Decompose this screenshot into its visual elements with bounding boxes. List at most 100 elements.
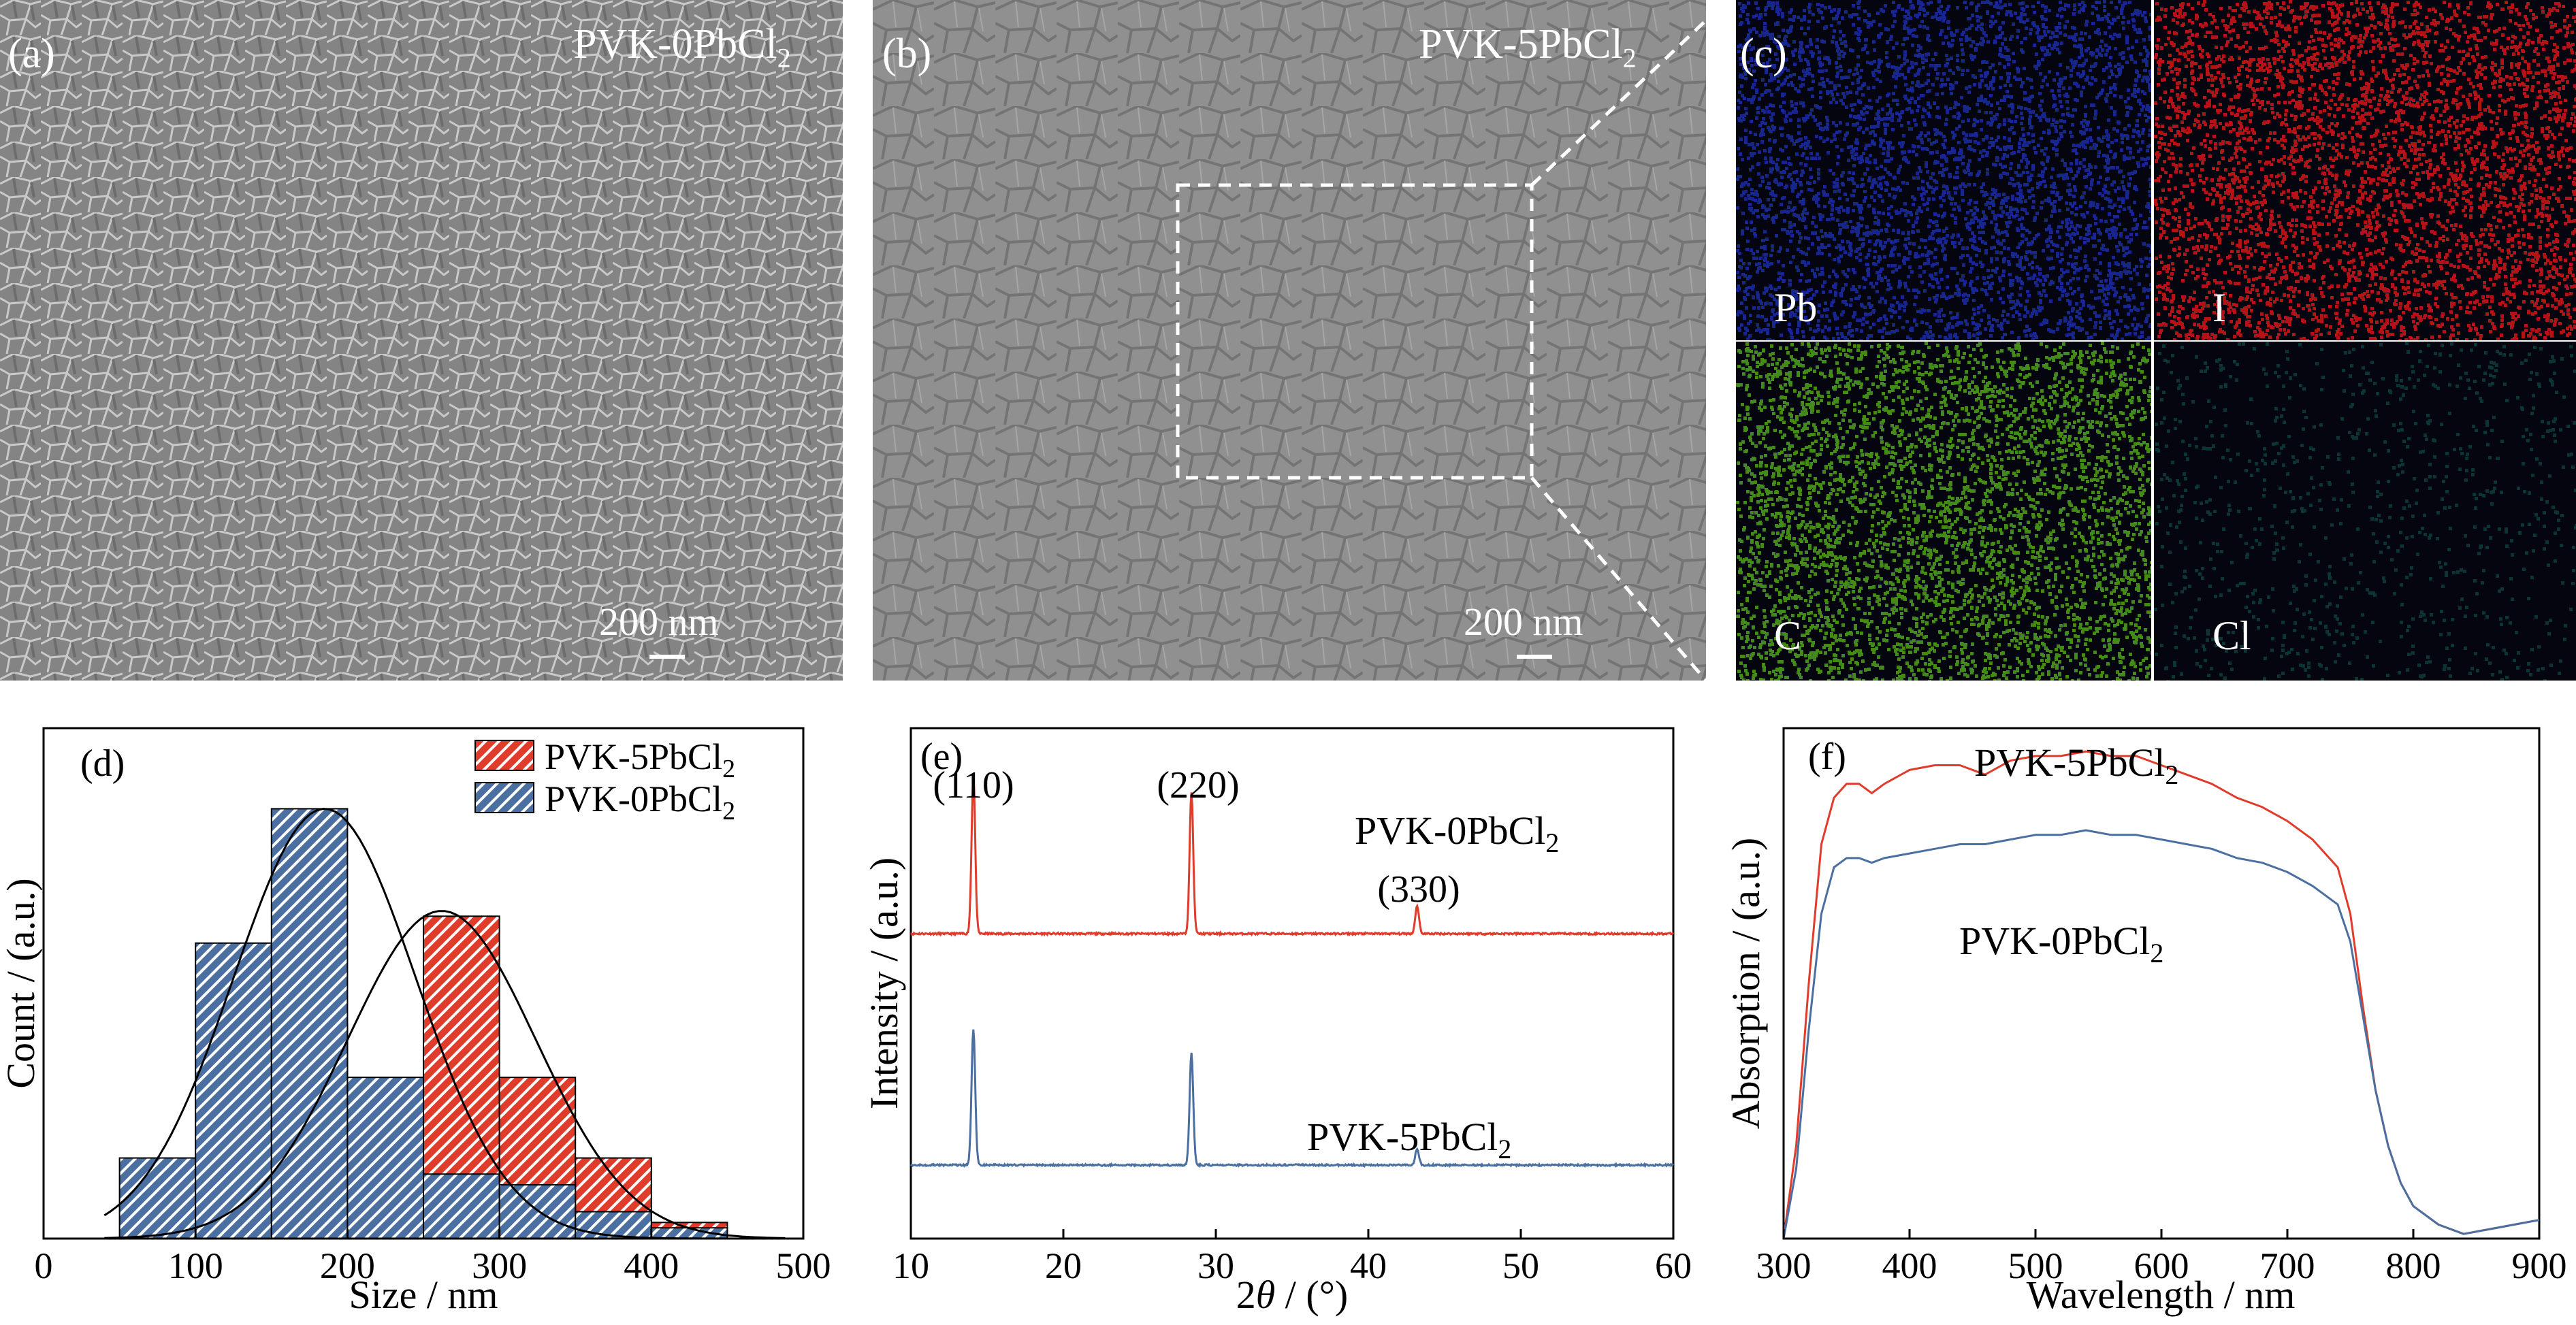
legend-text-blue: PVK-0PbCl: [545, 779, 722, 819]
eds-dots-i: [2154, 0, 2576, 340]
eds-label-c: C: [1774, 613, 1802, 658]
sem-title-a-sub: 2: [777, 42, 791, 73]
x-tick-label: 400: [1882, 1245, 1937, 1286]
eds-map-cl: [2154, 342, 2576, 681]
sem-texture: [0, 0, 843, 681]
x-tick-label: 900: [2512, 1245, 2567, 1286]
sem-title-b-sub: 2: [1622, 42, 1637, 73]
absorption-line-pvk-5pbcl2: [1782, 750, 2540, 1239]
panel-label-f: (f): [1808, 736, 1846, 778]
sem-title-b: PVK-5PbCl2: [1419, 20, 1637, 73]
x-axis-label: 2θ / (°): [1236, 1273, 1348, 1317]
y-axis-label: Absorption / (a.u.): [1724, 838, 1768, 1130]
series-label-f-top-text: PVK-5PbCl: [1974, 740, 2165, 785]
panel-label-e: (e): [920, 736, 963, 778]
legend-text-red: PVK-5PbCl: [545, 736, 722, 777]
legend-label-pvk-5pbcl2: PVK-5PbCl2: [545, 736, 735, 783]
absorption-line-pvk-0pbcl2: [1782, 829, 2540, 1239]
x-tick-label: 600: [2134, 1245, 2189, 1286]
x-tick-label: 20: [1045, 1245, 1082, 1286]
y-axis-label: Intensity / (a.u.): [862, 857, 906, 1109]
peak-label-110: (110): [933, 764, 1014, 806]
sem-title-b-text: PVK-5PbCl: [1419, 21, 1623, 67]
x-tick-label: 0: [35, 1245, 53, 1286]
x-axis-label: Size / nm: [349, 1273, 498, 1317]
scale-bar-a: [649, 655, 685, 659]
series-label-pvk-5pbcl2: PVK-5PbCl2: [1974, 740, 2178, 790]
bar-pvk-0pbcl2-325: [498, 1184, 577, 1239]
plot-frame: [1782, 727, 2541, 1240]
x-tick-label: 50: [1502, 1245, 1539, 1286]
eds-map-c: [1736, 342, 2151, 681]
gaussian-fit-pvk-5pbcl2: [104, 910, 786, 1239]
x-tick-label: 200: [320, 1245, 375, 1286]
series-label-pvk-0pbcl2: PVK-0PbCl2: [1959, 919, 2163, 968]
legend-label-pvk-0pbcl2: PVK-0PbCl2: [545, 779, 735, 825]
x-axis-label: Wavelength / nm: [2027, 1273, 2296, 1317]
sem-title-a: PVK-0PbCl2: [573, 20, 791, 73]
panel-label-a: (a): [8, 31, 55, 77]
x-tick-label: 800: [2386, 1245, 2441, 1286]
size-histogram: 0 100 200 300 400 500 (d) Size / nm Count / (…: [0, 727, 831, 1317]
x-tick-label: 300: [472, 1245, 527, 1286]
xrd-line-pvk-5pbcl2: [909, 1029, 1675, 1168]
legend: PVK-5PbCl2 PVK-0PbCl2: [474, 736, 735, 825]
x-tick-label: 30: [1197, 1245, 1234, 1286]
absorption-spectrum-chart: 300 400 500 600 700 800 900 (f) PVK-5PbCl2 PVK…: [1724, 727, 2567, 1317]
eds-label-pb: Pb: [1774, 285, 1818, 330]
xrd-pattern-chart: 10 20 30 40 50 60 (e) (110) (220) (330) PVK-0…: [862, 727, 1692, 1317]
panel-label-b: (b): [882, 31, 932, 77]
sem-texture: [873, 0, 1706, 681]
bar-pvk-0pbcl2-375: [575, 1211, 652, 1239]
series-label-bottom-sub: 2: [1498, 1134, 1511, 1164]
sem-image-pvk-0pbcl2: (a) PVK-0PbCl2 200 nm: [0, 0, 843, 681]
panel-label-d: (d): [80, 742, 125, 785]
zoom-box: [1176, 183, 1534, 480]
peak-label-220: (220): [1157, 764, 1239, 806]
sem-title-a-text: PVK-0PbCl: [573, 21, 777, 67]
eds-label-i: I: [2212, 285, 2226, 330]
x-tick-label: 60: [1655, 1245, 1692, 1286]
x-tick-label: 500: [776, 1245, 831, 1286]
x-tick-label: 40: [1350, 1245, 1387, 1286]
eds-dots-c: [1736, 342, 2151, 681]
plot-frame: [909, 727, 1675, 1240]
series-label-top-sub: 2: [1545, 828, 1559, 858]
x-tick-label: 700: [2260, 1245, 2315, 1286]
series-label-top-text: PVK-0PbCl: [1355, 808, 1545, 853]
legend-swatch-pvk-0pbcl2: [474, 782, 534, 813]
x-tick-label: 500: [2008, 1245, 2063, 1286]
bar-pvk-0pbcl2-275: [423, 1173, 500, 1240]
peak-label-330: (330): [1377, 868, 1460, 911]
eds-label-cl: Cl: [2212, 613, 2251, 658]
x-tick-label: 100: [168, 1245, 223, 1286]
legend-subscript: 2: [722, 755, 735, 783]
bar-pvk-0pbcl2-125: [195, 942, 272, 1239]
scale-bar-b: [1517, 655, 1552, 659]
eds-map-i: [2154, 0, 2576, 340]
eds-map-panel: (c) Pb I C Cl: [1736, 0, 2576, 681]
legend-subscript: 2: [722, 797, 735, 825]
y-axis-label: Count / (a.u.): [0, 878, 43, 1088]
x-tick-label: 300: [1756, 1245, 1812, 1286]
bar-pvk-0pbcl2-75: [118, 1157, 197, 1239]
series-label-f-bottom-text: PVK-0PbCl: [1959, 919, 2150, 963]
bar-pvk-0pbcl2-225: [347, 1077, 424, 1239]
legend-swatch-pvk-5pbcl2: [474, 740, 534, 771]
series-label-f-top-sub: 2: [2165, 759, 2178, 790]
series-label-bottom-text: PVK-5PbCl: [1307, 1115, 1498, 1159]
panel-label-c: (c): [1740, 31, 1787, 77]
zoom-line-bottom: [1530, 476, 1706, 681]
plot-frame: [42, 727, 805, 1240]
eds-dots-pb: [1736, 0, 2151, 340]
bar-pvk-0pbcl2-175: [270, 808, 349, 1239]
eds-dots-cl: [2154, 342, 2576, 681]
series-label-f-bottom-sub: 2: [2150, 938, 2163, 968]
x-tick-label: 400: [624, 1245, 679, 1286]
xrd-line-pvk-0pbcl2: [909, 777, 1674, 937]
x-tick-label: 10: [892, 1245, 929, 1286]
sem-image-pvk-5pbcl2: (b) PVK-5PbCl2 200 nm: [873, 0, 1706, 681]
series-label-bottom: PVK-5PbCl2: [1307, 1115, 1511, 1164]
scale-text-a: 200 nm: [599, 600, 719, 644]
series-label-top: PVK-0PbCl2: [1355, 808, 1559, 858]
